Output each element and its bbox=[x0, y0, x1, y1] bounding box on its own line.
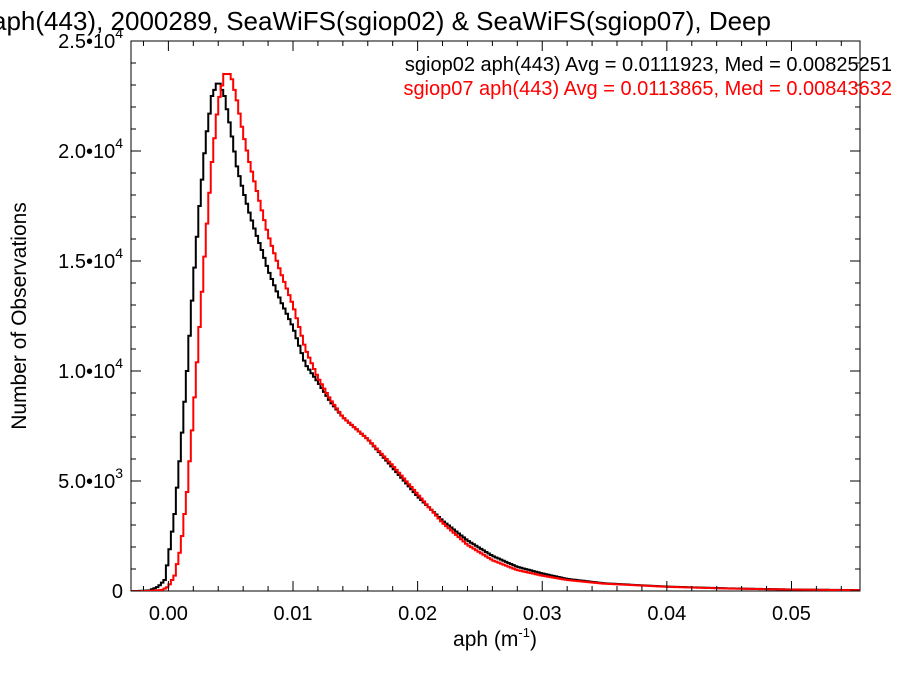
x-axis-title-tail: ) bbox=[530, 628, 537, 651]
y-tick-label-exp: 4 bbox=[115, 355, 123, 371]
plot-frame bbox=[130, 40, 861, 592]
series-line-sgiop07 bbox=[131, 73, 860, 591]
x-axis-title: aph (m-1) bbox=[453, 625, 537, 651]
plot-area bbox=[130, 40, 861, 592]
y-tick-label: 2.0•104 bbox=[58, 135, 123, 163]
y-tick-label: 0 bbox=[112, 581, 123, 603]
x-tick-label: 0.04 bbox=[647, 603, 686, 625]
x-axis-title-main: aph (m bbox=[453, 628, 518, 651]
y-tick-label-base: 2.5•10 bbox=[58, 31, 115, 53]
legend: sgiop02 aph(443) Avg = 0.0111923, Med = … bbox=[403, 54, 892, 100]
y-tick-label-base: 5.0•10 bbox=[58, 471, 115, 493]
y-tick-label-base: 1.0•10 bbox=[58, 361, 115, 383]
x-tick-label: 0.02 bbox=[398, 603, 437, 625]
y-tick-label-base: 2.0•10 bbox=[58, 141, 115, 163]
legend-entry-sgiop02: sgiop02 aph(443) Avg = 0.0111923, Med = … bbox=[405, 54, 892, 76]
x-tick-label: 0.03 bbox=[523, 603, 562, 625]
chart-title: aph(443), 2000289, SeaWiFS(sgiop02) & Se… bbox=[0, 6, 771, 36]
y-axis-title: Number of Observations bbox=[8, 202, 31, 430]
y-tick-label-exp: 4 bbox=[115, 25, 123, 41]
y-tick-label: 2.5•104 bbox=[58, 25, 123, 53]
y-tick-label: 1.0•104 bbox=[58, 355, 123, 383]
x-tick-label: 0.00 bbox=[149, 603, 188, 625]
y-tick-label-exp: 4 bbox=[115, 135, 123, 151]
y-tick-label-exp: 3 bbox=[115, 465, 123, 481]
y-tick-label-base: 1.5•10 bbox=[58, 251, 115, 273]
series-layer bbox=[131, 73, 860, 591]
y-tick-label-exp: 4 bbox=[115, 245, 123, 261]
legend-entry-sgiop07: sgiop07 aph(443) Avg = 0.0113865, Med = … bbox=[403, 78, 892, 100]
series-line-sgiop02 bbox=[131, 82, 860, 591]
x-tick-label: 0.05 bbox=[772, 603, 811, 625]
x-axis: 0.00 0.01 0.02 0.03 0.04 0.05 bbox=[142, 41, 842, 625]
y-tick-label: 1.5•104 bbox=[58, 245, 123, 273]
x-axis-title-sup: -1 bbox=[518, 625, 530, 640]
y-tick-label: 5.0•103 bbox=[58, 465, 123, 493]
x-tick-label: 0.01 bbox=[274, 603, 313, 625]
